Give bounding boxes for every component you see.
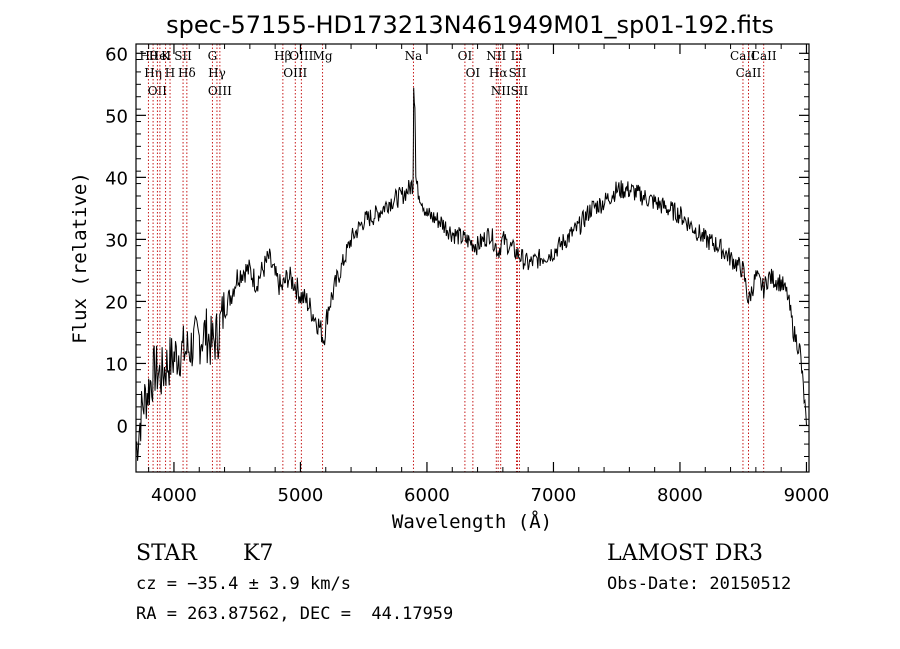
line-label: Hα — [489, 66, 508, 80]
line-label: Hβ — [274, 49, 291, 63]
line-label: SII — [511, 84, 529, 98]
x-tick-label: 6000 — [404, 485, 450, 506]
series-layer — [135, 87, 807, 461]
y-axis-label: Flux (relative) — [69, 172, 91, 344]
line-label: G — [208, 49, 218, 63]
redshift-cz: cz = −35.4 ± 3.9 km/s — [136, 574, 351, 594]
line-label: OII — [148, 84, 168, 98]
coordinates: RA = 263.87562, DEC = 44.17959 — [136, 604, 453, 624]
line-label: OIII — [208, 84, 232, 98]
chart-title: spec-57155-HD173213N461949M01_sp01-192.f… — [166, 11, 774, 39]
line-label: Hγ — [208, 66, 226, 80]
line-label: Hδ — [178, 66, 196, 80]
line-label: OIII — [289, 49, 313, 63]
line-label: CaII — [730, 49, 756, 63]
y-tick-label: 40 — [105, 168, 128, 189]
x-axis-label: Wavelength (Å) — [392, 510, 552, 533]
line-label: Hη — [144, 66, 162, 80]
y-tick-label: 50 — [105, 106, 128, 127]
line-label: NII — [491, 84, 511, 98]
x-tick-label: 5000 — [278, 485, 324, 506]
line-label: Na — [405, 49, 423, 63]
survey-label: LAMOST DR3 — [607, 541, 763, 566]
x-tick-label: 7000 — [531, 485, 577, 506]
tick-layer: 4000 5000 6000 7000 8000 9000 0 10 20 30 40 50 60 — [105, 44, 829, 506]
y-tick-label: 60 — [105, 44, 128, 65]
spectrum-line — [135, 87, 807, 461]
x-tick-label: 8000 — [657, 485, 703, 506]
line-label: OI — [458, 49, 473, 63]
line-label: H — [165, 66, 175, 80]
line-label: OI — [466, 66, 481, 80]
x-tick-label: 9000 — [784, 485, 830, 506]
y-tick-label: 0 — [117, 416, 128, 437]
line-label: SII — [174, 49, 192, 63]
object-class: STAR — [136, 541, 198, 566]
line-label: K — [161, 49, 171, 63]
line-label: Mg — [313, 49, 333, 63]
y-tick-label: 30 — [105, 230, 128, 251]
obs-date: Obs-Date: 20150512 — [607, 574, 791, 594]
y-tick-label: 20 — [105, 292, 128, 313]
line-label: NII — [486, 49, 506, 63]
x-tick-label: 4000 — [151, 485, 197, 506]
object-subclass: K7 — [243, 541, 273, 566]
y-tick-label: 10 — [105, 354, 128, 375]
line-label: Li — [511, 49, 523, 63]
line-label: CaII — [751, 49, 777, 63]
line-label: CaII — [736, 66, 762, 80]
line-label: SII — [509, 66, 527, 80]
line-label: OIII — [283, 66, 307, 80]
